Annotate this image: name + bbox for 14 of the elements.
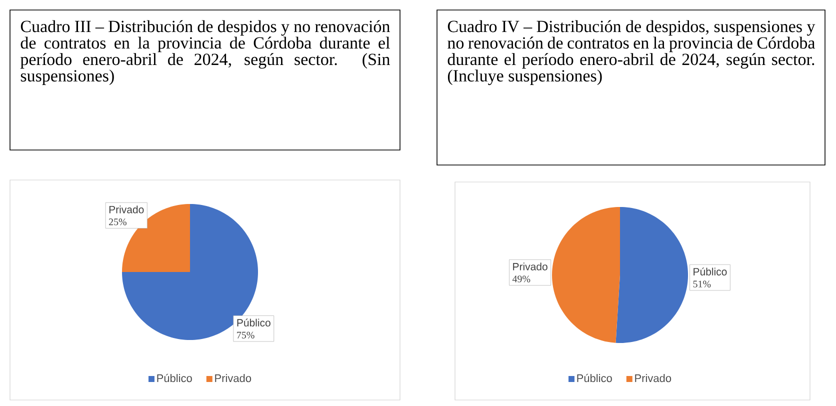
legend-label: Privado — [215, 374, 252, 382]
slice-label: Público — [694, 268, 727, 276]
slice-label: Público — [237, 318, 270, 326]
chart-title: Cuadro IV – Distribución de despidos, suspensiones y no renovación de contratos en la provincia de Córdoba durante el período enero-abril de 2024, según sector. (Incluye suspensiones) — [448, 20, 816, 86]
data-label: 51% — [693, 280, 711, 288]
legend-label: Privado — [635, 374, 672, 382]
slice-label: Privado — [513, 262, 548, 270]
data-label: 75% — [237, 332, 254, 338]
legend-label: Público — [577, 374, 612, 382]
chart-title: Cuadro III – Distribución de despidos y no renovación de contratos en la provincia de Córdoba durante el período enero-abril de 2024, según sector. (Sin suspensiones) — [20, 20, 390, 86]
data-label: 25% — [109, 218, 126, 226]
legend-label: Público — [157, 374, 192, 382]
data-label: 49% — [512, 276, 530, 282]
slice-label: Privado — [109, 206, 144, 214]
